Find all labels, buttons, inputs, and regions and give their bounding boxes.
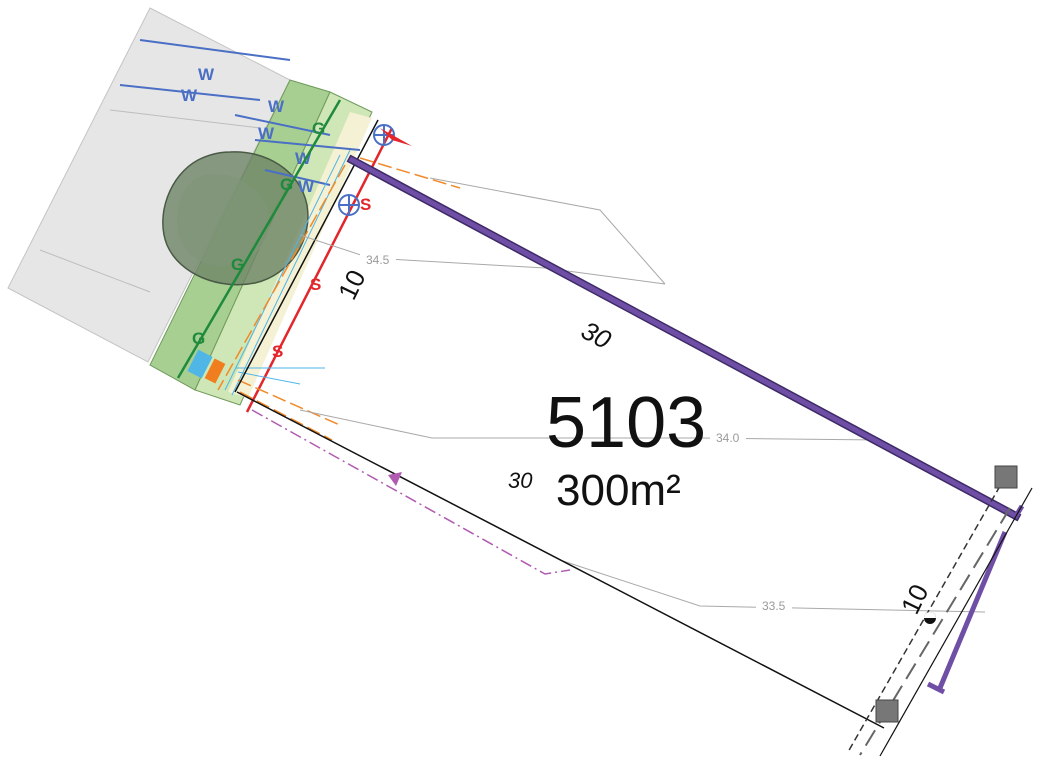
sewer-line [245, 127, 394, 413]
lot-area: 300m² [556, 466, 681, 515]
road-seal-edge [109, 109, 261, 129]
east-retaining-wall [937, 531, 1008, 689]
east-retaining-wall-foot [926, 681, 946, 695]
service-pit-blue [187, 349, 213, 379]
rear-boundary-outer [879, 487, 1033, 757]
footpath-strip [228, 112, 372, 398]
easement-line [251, 409, 571, 575]
north-boundary-length: 30 [576, 315, 616, 355]
south-boundary-length: 30 [508, 468, 533, 493]
svg-text:G: G [192, 329, 205, 348]
rear-pit-bottom [875, 699, 899, 723]
frontage-length: 10 [332, 265, 372, 304]
north-boundary-wall-fill [348, 156, 1020, 520]
contour-line [559, 559, 986, 613]
contour-line [299, 234, 666, 285]
south-boundary [236, 391, 885, 729]
contour-line [299, 409, 881, 441]
svg-text:W: W [258, 124, 275, 143]
sewer-manhole [338, 194, 360, 216]
sewer-connection-marker [380, 128, 412, 146]
easement-marker [388, 472, 402, 486]
lot-number: 5103 [546, 383, 706, 463]
svg-text:G: G [280, 175, 293, 194]
svg-text:W: W [181, 86, 198, 105]
water-main-1 [119, 39, 361, 186]
svg-text:W: W [268, 97, 285, 116]
contour-label-33-5: 33.5 [762, 599, 786, 613]
rear-pit-top [994, 465, 1018, 489]
svg-text:W: W [298, 177, 315, 196]
road-seal-edge [39, 249, 151, 293]
contour-line [429, 177, 666, 285]
gas-main-labels: G G G G [192, 119, 325, 348]
street-tree [162, 151, 309, 286]
svg-text:G: G [312, 119, 325, 138]
svg-text:S: S [360, 195, 371, 214]
contour-label-34-5: 34.5 [366, 253, 390, 267]
water-main-labels: W W W W W W [181, 65, 315, 196]
sewer-line-labels: S S S [272, 195, 371, 361]
service-pit-orange [204, 358, 226, 384]
survey-mark [924, 612, 936, 624]
rear-boundary [847, 485, 1001, 753]
svg-text:W: W [198, 65, 215, 84]
telecom-conduit [217, 157, 461, 441]
svg-text:S: S [310, 275, 321, 294]
svg-text:S: S [272, 342, 283, 361]
svg-text:G: G [231, 255, 244, 274]
gas-main [176, 99, 342, 379]
contour-label-34-0: 34.0 [716, 431, 740, 445]
